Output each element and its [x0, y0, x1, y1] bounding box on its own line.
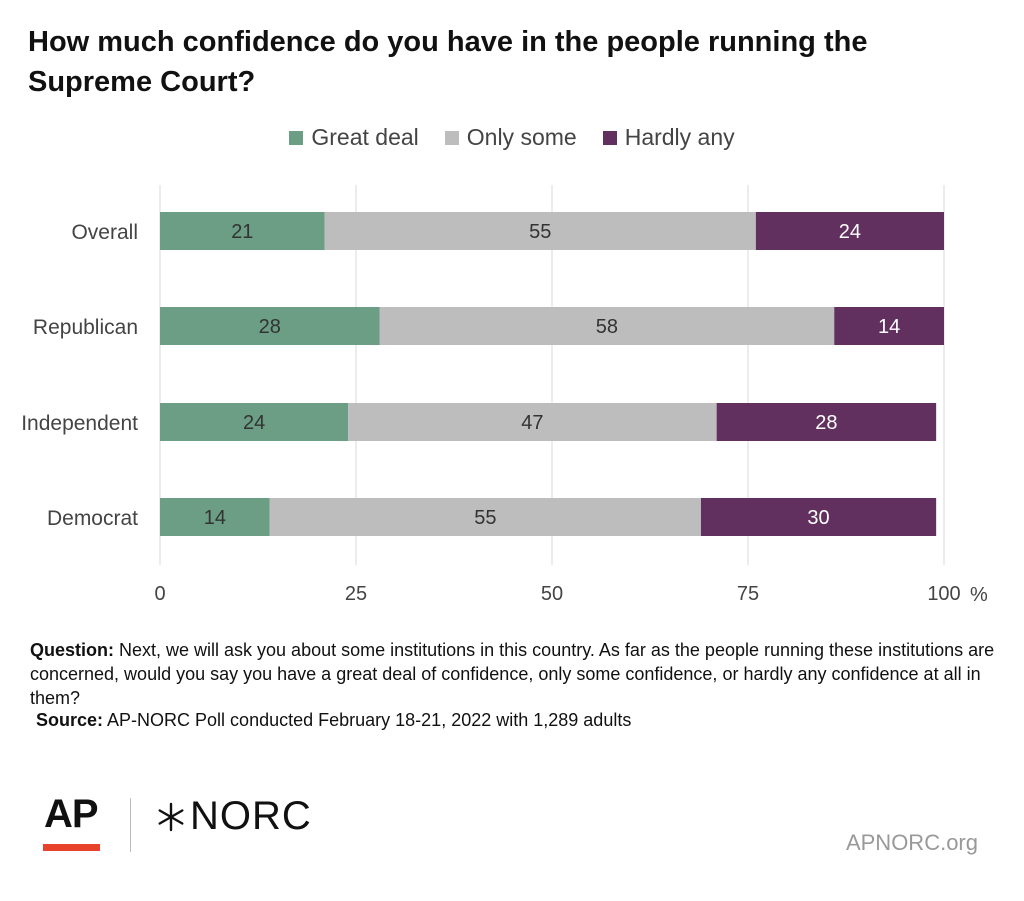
- x-tick-label-75: 75: [737, 583, 759, 605]
- question-label: Question:: [30, 640, 114, 660]
- legend-swatch-hardly-any: [602, 130, 617, 145]
- data-label-overall-only-some: 55: [529, 221, 551, 243]
- ap-logo-underline: [43, 844, 100, 851]
- legend-swatch-great-deal: [289, 130, 304, 145]
- legend-item-hardly-any: Hardly any: [602, 124, 735, 151]
- stacked-bar-chart: 21 55 24 Overall 28 58 14 Republican 24 47 28 Indep…: [21, 185, 988, 606]
- data-label-independent-great-deal: 24: [243, 412, 265, 434]
- data-label-republican-hardly-any: 14: [878, 316, 900, 338]
- bar-overall-great-deal: [160, 212, 325, 250]
- norc-logo-text: NORC: [190, 794, 312, 838]
- bar-independent-only-some: [348, 403, 717, 441]
- category-label-republican: Republican: [33, 316, 138, 339]
- legend-item-only-some: Only some: [444, 124, 577, 151]
- data-label-republican-only-some: 58: [596, 316, 618, 338]
- source-label: Source:: [36, 710, 104, 730]
- site-url: APNORC.org: [845, 830, 978, 855]
- norc-logo: NORC: [156, 794, 312, 839]
- x-tick-label-100: 100: [927, 583, 960, 605]
- bar-democrat-only-some: [269, 498, 701, 536]
- data-label-republican-great-deal: 28: [259, 316, 281, 338]
- x-tick-label-50: 50: [541, 583, 563, 605]
- x-axis-unit: %: [970, 584, 988, 606]
- bar-republican-great-deal: [160, 307, 380, 345]
- category-label-independent: Independent: [21, 412, 138, 435]
- data-label-democrat-only-some: 55: [474, 507, 496, 529]
- data-label-overall-great-deal: 21: [231, 221, 253, 243]
- chart-legend: Great deal Only some Hardly any: [0, 124, 1024, 151]
- legend-swatch-only-some: [444, 130, 459, 145]
- logo-divider: [130, 798, 131, 852]
- legend-label-hardly-any: Hardly any: [624, 124, 735, 150]
- norc-star-icon: [158, 802, 184, 831]
- bar-democrat-great-deal: [160, 498, 270, 536]
- legend-item-great-deal: Great deal: [289, 124, 419, 151]
- bar-overall-only-some: [324, 212, 756, 250]
- bar-independent-great-deal: [160, 403, 349, 441]
- bar-democrat-hardly-any: [700, 498, 937, 536]
- data-label-democrat-great-deal: 14: [204, 507, 226, 529]
- data-label-overall-hardly-any: 24: [839, 221, 861, 243]
- bar-republican-hardly-any: [834, 307, 944, 345]
- bar-republican-only-some: [379, 307, 835, 345]
- data-label-democrat-hardly-any: 30: [807, 507, 829, 529]
- data-label-independent-only-some: 47: [521, 412, 543, 434]
- x-tick-label-25: 25: [345, 583, 367, 605]
- category-label-overall: Overall: [71, 221, 138, 244]
- bar-independent-hardly-any: [716, 403, 937, 441]
- category-label-democrat: Democrat: [47, 507, 138, 530]
- chart-title: How much confidence do you have in the p…: [28, 26, 868, 98]
- bar-overall-hardly-any: [755, 212, 944, 250]
- legend-label-only-some: Only some: [466, 124, 577, 150]
- source-text: AP-NORC Poll conducted February 18-21, 2…: [103, 710, 632, 730]
- source-note: Source: AP-NORC Poll conducted February …: [36, 710, 631, 731]
- question-footnote: Question: Next, we will ask you about so…: [30, 638, 1000, 710]
- ap-logo: AP: [44, 792, 99, 836]
- legend-label-great-deal: Great deal: [311, 124, 419, 150]
- x-tick-label-0: 0: [154, 583, 165, 605]
- data-label-independent-hardly-any: 28: [815, 412, 837, 434]
- question-text: Next, we will ask you about some institu…: [30, 640, 995, 708]
